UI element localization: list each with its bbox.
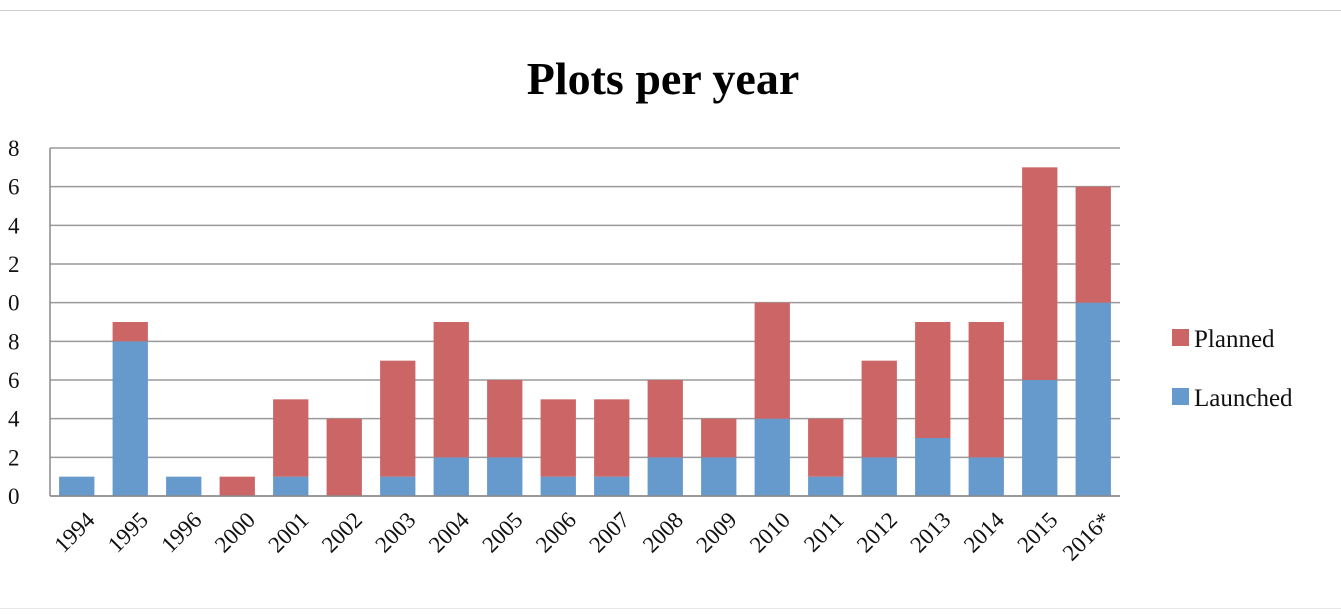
bar-launched-2010	[754, 418, 790, 496]
bar-launched-2001	[273, 476, 309, 496]
y-tick-label: 8	[8, 329, 20, 354]
bar-launched-2011	[808, 476, 844, 496]
bar-planned-2010	[754, 302, 790, 419]
bar-launched-2004	[433, 457, 469, 496]
x-tick-label: 1995	[103, 507, 153, 557]
bars	[59, 167, 1111, 496]
bar-planned-2004	[433, 322, 469, 458]
legend-label-launched: Launched	[1194, 385, 1293, 412]
axes	[49, 148, 1120, 497]
bar-planned-2012	[861, 360, 897, 458]
top-divider	[0, 10, 1341, 11]
x-axis-ticks: 1994 1995 1996 2000 2001 2002 2003 2004 2005 2006…	[49, 507, 1116, 566]
x-tick-label: 2008	[638, 507, 688, 557]
bar-planned-2001	[273, 399, 309, 477]
bar-launched-2005	[487, 457, 523, 496]
y-tick-label: 2	[8, 445, 20, 470]
bar-launched-2008	[647, 457, 683, 496]
bar-planned-2009	[701, 418, 737, 458]
bar-launched-2013	[915, 438, 951, 496]
bar-launched-2015	[1022, 380, 1058, 496]
bar-planned-2008	[647, 380, 683, 458]
bar-planned-2000	[219, 476, 255, 496]
y-tick-label: 6	[8, 368, 20, 393]
y-axis-ticks: 0 2 4 6 8 0 2 4 6 8	[8, 136, 20, 509]
x-tick-label: 2000	[210, 507, 260, 557]
bar-planned-2002	[326, 418, 362, 496]
legend: Planned Launched	[1172, 326, 1293, 412]
bar-planned-2003	[380, 360, 416, 477]
bar-planned-2007	[594, 399, 630, 477]
y-tick-label: 4	[8, 213, 20, 238]
x-tick-label: 2009	[691, 507, 741, 557]
legend-swatch-planned	[1172, 329, 1189, 346]
legend-swatch-launched	[1172, 388, 1189, 405]
bar-planned-2006	[540, 399, 576, 477]
y-tick-label: 0	[8, 291, 20, 316]
y-tick-label: 4	[8, 407, 20, 432]
x-tick-label: 1996	[156, 507, 206, 557]
x-tick-label: 2005	[477, 507, 527, 557]
bar-planned-2011	[808, 418, 844, 477]
x-tick-label: 2014	[959, 507, 1010, 558]
bar-planned-1995	[112, 322, 148, 342]
x-tick-label: 2016*	[1058, 507, 1116, 565]
x-tick-label: 2010	[745, 507, 795, 557]
bar-launched-2009	[701, 457, 737, 496]
bar-launched-2007	[594, 476, 630, 496]
bar-planned-2015	[1022, 167, 1058, 380]
x-tick-label: 2007	[584, 507, 634, 557]
x-tick-label: 1994	[49, 507, 100, 558]
x-tick-label: 2001	[263, 507, 313, 557]
bar-planned-2016	[1075, 186, 1111, 303]
bar-launched-2014	[968, 457, 1004, 496]
y-tick-label: 8	[8, 136, 20, 161]
x-tick-label: 2003	[370, 507, 420, 557]
x-tick-label: 2004	[424, 507, 475, 558]
bar-launched-2003	[380, 476, 416, 496]
x-tick-label: 2002	[317, 507, 367, 557]
bar-launched-1996	[166, 476, 202, 496]
legend-label-planned: Planned	[1194, 326, 1275, 353]
x-tick-label: 2012	[852, 507, 902, 557]
bottom-divider	[0, 608, 1341, 609]
bar-planned-2014	[968, 322, 1004, 458]
x-tick-label: 2011	[799, 507, 849, 557]
bar-planned-2005	[487, 380, 523, 458]
x-tick-label: 2015	[1012, 507, 1062, 557]
x-tick-label: 2013	[905, 507, 955, 557]
bar-launched-1994	[59, 476, 95, 496]
gridlines	[50, 147, 1120, 497]
bar-launched-2012	[861, 457, 897, 496]
bar-launched-2006	[540, 476, 576, 496]
chart-title: Plots per year	[527, 53, 800, 104]
y-tick-label: 2	[8, 252, 20, 277]
bar-launched-1995	[112, 341, 148, 496]
y-tick-label: 6	[8, 175, 20, 200]
bar-planned-2013	[915, 322, 951, 438]
y-tick-label: 0	[8, 484, 20, 509]
x-tick-label: 2006	[531, 507, 581, 557]
bar-launched-2016	[1075, 302, 1111, 496]
